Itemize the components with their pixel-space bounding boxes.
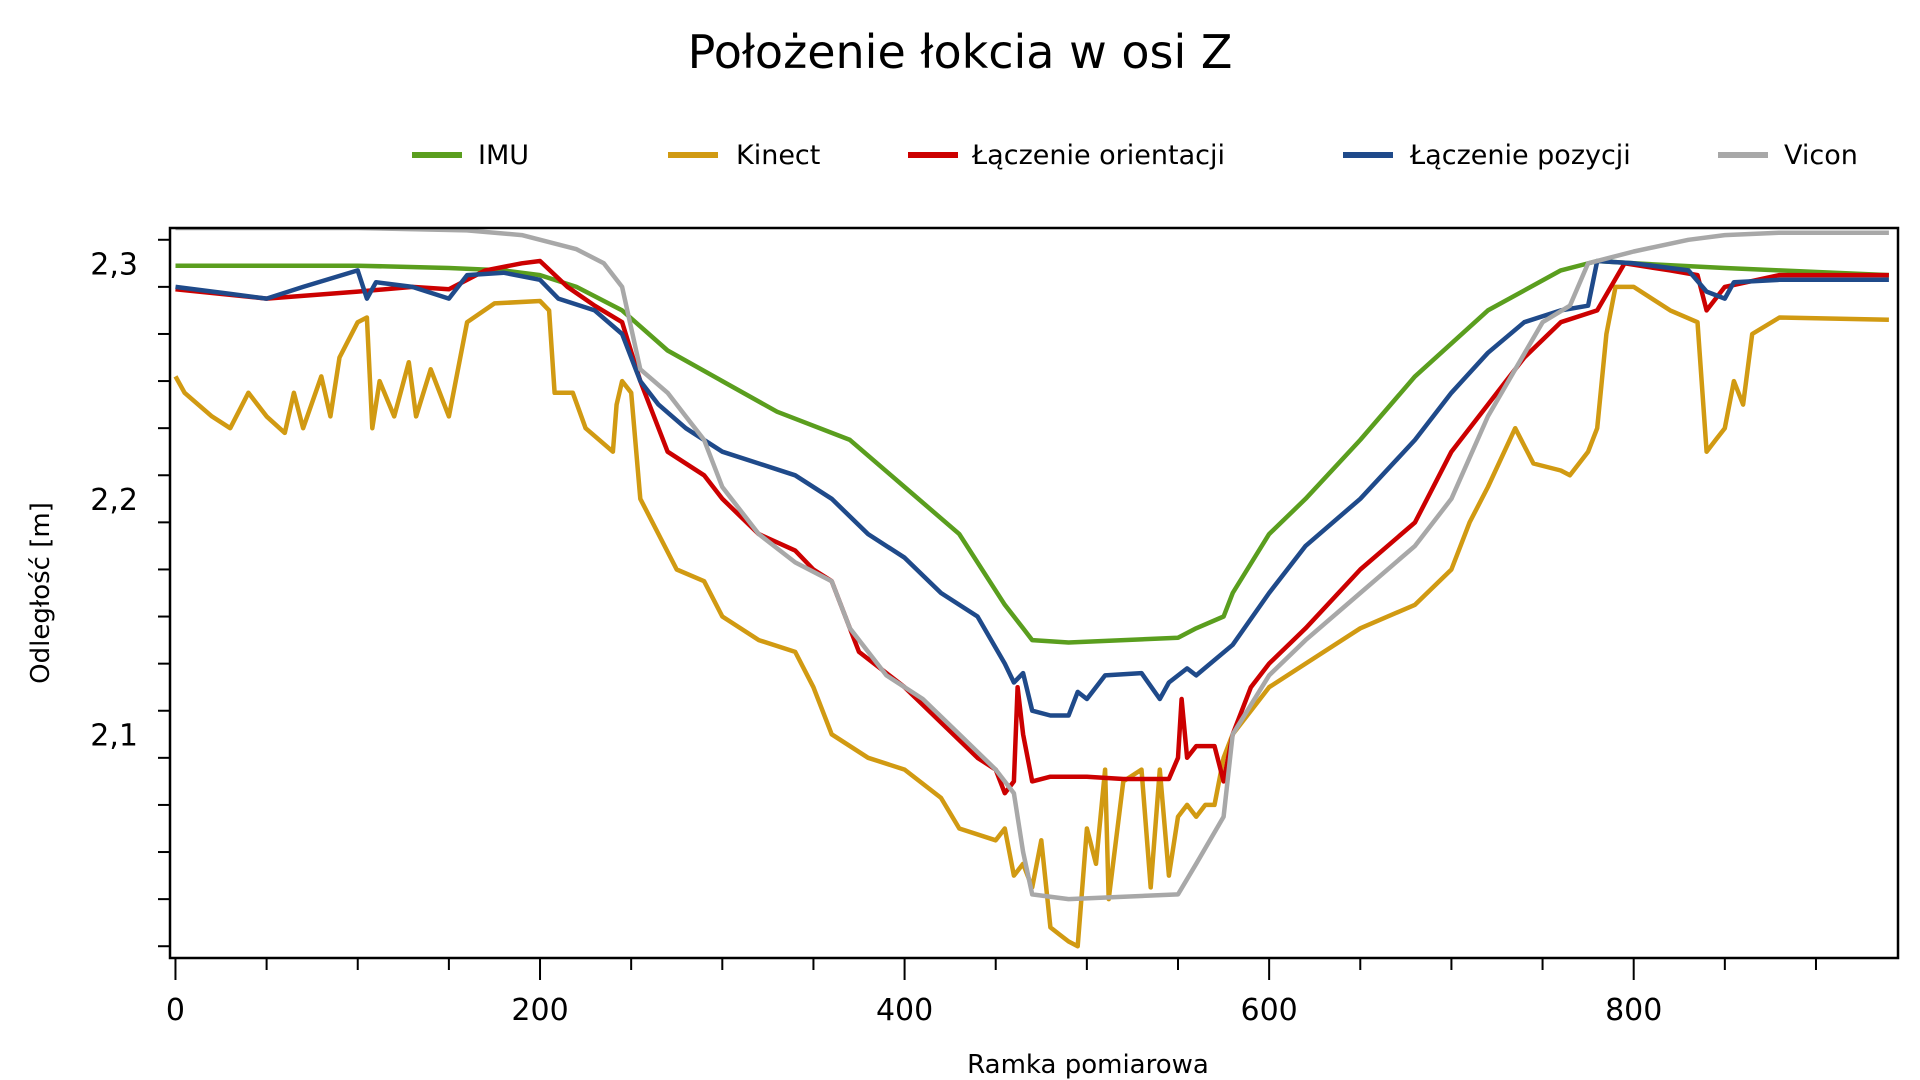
series-line-vicon — [175, 228, 1889, 902]
legend: IMU Kinect Łączenie orientacji Łączenie … — [412, 140, 1858, 171]
x-tick-label: 400 — [876, 993, 933, 1028]
x-tick-label: 800 — [1605, 993, 1662, 1028]
y-axis-title: Odległość [m] — [26, 502, 56, 684]
y-tick-label: 2,3 — [90, 247, 138, 282]
legend-label-kinect: Kinect — [736, 140, 820, 171]
legend-label-imu: IMU — [478, 140, 529, 171]
series-line-łączenie-orientacji — [175, 258, 1889, 796]
series-line-kinect — [173, 284, 1889, 949]
x-tick-label: 0 — [166, 993, 185, 1028]
series-line-łączenie-pozycji — [175, 258, 1889, 718]
chart-title: Położenie łokcia w osi Z — [688, 25, 1233, 79]
legend-item-laczenie-orientacji: Łączenie orientacji — [908, 140, 1225, 171]
y-tick-label: 2,2 — [90, 483, 138, 518]
legend-label-vicon: Vicon — [1784, 140, 1858, 171]
legend-item-laczenie-pozycji: Łączenie pozycji — [1343, 140, 1631, 171]
legend-label-laczenie-orientacji: Łączenie orientacji — [971, 140, 1225, 171]
series-line-imu — [175, 258, 1889, 645]
y-tick-label: 2,1 — [90, 718, 138, 753]
legend-item-imu: IMU — [412, 140, 529, 171]
x-tick-label: 200 — [511, 993, 568, 1028]
x-axis-title: Ramka pomiarowa — [967, 1050, 1209, 1080]
legend-item-vicon: Vicon — [1718, 140, 1858, 171]
axis-ticks: 0 200 400 600 800 2,1 2,2 2,3 — [90, 238, 1817, 1028]
legend-item-kinect: Kinect — [668, 140, 820, 171]
legend-label-laczenie-pozycji: Łączenie pozycji — [1409, 140, 1631, 171]
series-layer — [173, 228, 1889, 949]
plot-frame — [168, 226, 1900, 960]
x-tick-label: 600 — [1241, 993, 1298, 1028]
